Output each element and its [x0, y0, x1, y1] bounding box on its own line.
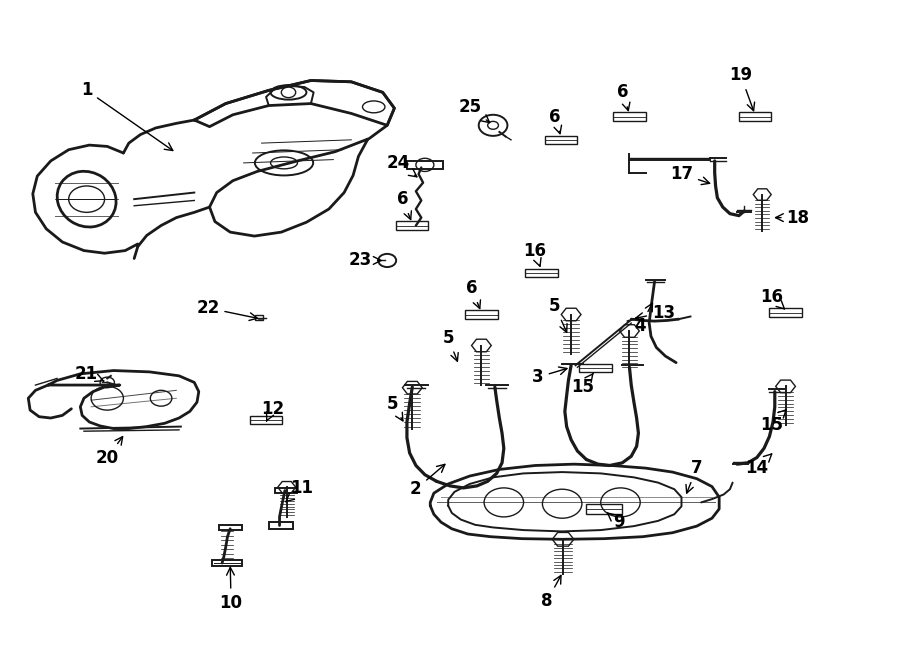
Text: 4: 4	[634, 303, 652, 335]
Text: 21: 21	[75, 365, 104, 383]
Text: 6: 6	[466, 279, 481, 308]
Text: 1: 1	[81, 81, 173, 150]
Text: 14: 14	[745, 454, 772, 477]
Text: 6: 6	[397, 190, 411, 220]
Text: 10: 10	[220, 567, 243, 612]
Text: 19: 19	[729, 66, 754, 111]
Text: 22: 22	[196, 299, 257, 320]
Text: 15: 15	[760, 410, 786, 434]
Text: 7: 7	[686, 459, 703, 493]
Text: 8: 8	[541, 575, 561, 610]
Text: 5: 5	[549, 297, 567, 332]
Text: 17: 17	[670, 165, 710, 185]
Text: 23: 23	[348, 252, 381, 269]
Text: 24: 24	[386, 154, 417, 177]
Text: 13: 13	[635, 304, 675, 322]
Text: 5: 5	[443, 328, 458, 361]
Text: 5: 5	[387, 395, 403, 421]
Text: 11: 11	[285, 479, 313, 502]
Text: 3: 3	[532, 367, 567, 386]
Text: 12: 12	[261, 400, 284, 421]
Text: 18: 18	[776, 209, 810, 226]
Text: 9: 9	[608, 513, 625, 531]
Circle shape	[100, 377, 114, 388]
Text: 6: 6	[549, 108, 562, 134]
Text: 16: 16	[523, 242, 545, 266]
Text: 20: 20	[95, 437, 122, 467]
Text: 16: 16	[760, 288, 785, 309]
Text: 2: 2	[410, 464, 445, 498]
Text: 6: 6	[617, 83, 630, 111]
Text: 15: 15	[572, 373, 594, 396]
Text: 25: 25	[458, 98, 490, 122]
